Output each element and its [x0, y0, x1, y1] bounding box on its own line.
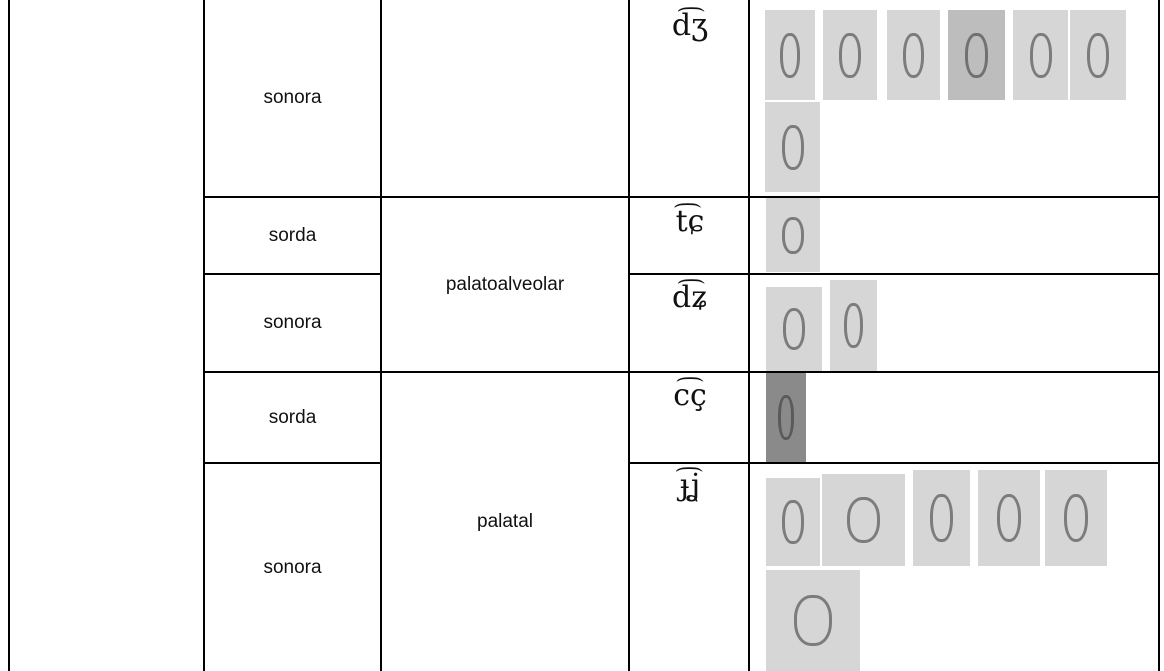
voicing-cell: sonora	[263, 312, 322, 333]
border	[8, 0, 10, 671]
border	[628, 462, 1160, 464]
glyph-image	[887, 10, 940, 100]
glyph-image	[830, 280, 877, 371]
ipa-symbol: t͡ɕ	[675, 204, 705, 239]
glyph-image	[765, 10, 815, 100]
border	[203, 0, 205, 671]
voicing-cell: sorda	[268, 406, 317, 428]
glyph-image	[823, 10, 877, 100]
glyph-image	[948, 10, 1005, 100]
border	[203, 273, 382, 275]
glyph-image	[766, 478, 820, 566]
border	[628, 0, 630, 671]
glyph-image	[1045, 470, 1107, 566]
ipa-symbol: c͡ç	[673, 378, 707, 413]
voicing-cell: sonora	[263, 87, 322, 108]
glyph-image	[822, 474, 905, 566]
ipa-symbol: ɟ͡ʝ	[679, 468, 701, 503]
glyph-image	[1013, 10, 1068, 100]
glyph-image	[1070, 10, 1126, 100]
border	[1158, 0, 1160, 671]
voicing-cell: sorda	[268, 224, 317, 246]
place-cell: palatal	[477, 511, 533, 532]
voicing-cell: sonora	[263, 556, 322, 578]
glyph-image	[766, 198, 820, 272]
border	[203, 462, 382, 464]
glyph-image	[766, 373, 806, 462]
ipa-symbol: d͡ʑ	[671, 280, 708, 315]
place-cell: palatoalveolar	[445, 273, 565, 295]
glyph-image	[978, 470, 1040, 566]
border	[380, 0, 382, 671]
glyph-image	[913, 470, 970, 566]
glyph-image	[766, 570, 860, 671]
border	[203, 196, 1160, 198]
ipa-symbol: d͡ʒ	[671, 8, 709, 43]
border	[748, 0, 750, 671]
border	[628, 273, 1160, 275]
glyph-image	[765, 102, 820, 192]
glyph-image	[766, 287, 822, 371]
border	[203, 371, 1160, 373]
